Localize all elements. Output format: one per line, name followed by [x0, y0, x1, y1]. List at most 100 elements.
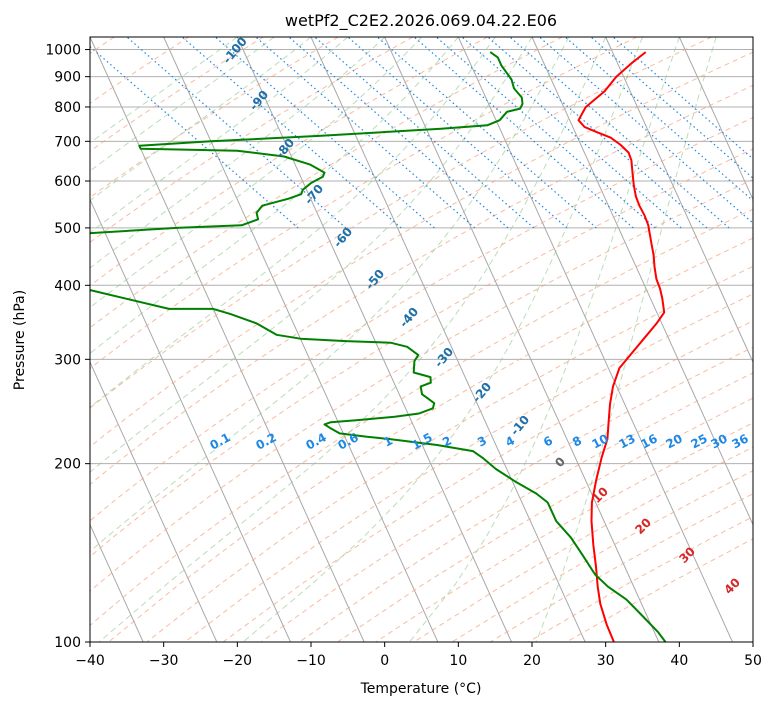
y-tick-label: 100	[54, 635, 81, 651]
dry-adiabat-line	[90, 37, 264, 152]
isotherm-line	[90, 198, 291, 642]
dry-adiabat-label: -10	[508, 413, 533, 439]
y-tick-label: 600	[54, 174, 81, 190]
dry-adiabat-line	[90, 37, 488, 287]
dry-adiabat-line	[337, 397, 753, 642]
dry-adiabat-line	[90, 208, 753, 627]
moisture-label: 1.5	[409, 430, 434, 452]
moisture-label: 6	[541, 433, 555, 449]
moist-adiabat-line	[90, 37, 459, 355]
x-tick-label: 10	[449, 653, 467, 669]
dry-adiabat-line	[489, 493, 753, 642]
dry-adiabat-line	[451, 470, 753, 642]
moist-adiabat-label: 20	[632, 515, 654, 537]
dry-adiabat-label: -80	[273, 136, 298, 162]
dry-adiabat-line	[146, 265, 753, 642]
dry-adiabat-line	[90, 37, 712, 409]
isotherm-line	[384, 37, 660, 642]
dry-adiabat-line	[90, 37, 190, 104]
moisture-label: 8	[570, 433, 584, 449]
moisture-label: 30	[708, 431, 729, 451]
moist-adiabat-line	[90, 37, 238, 144]
dry-adiabat-line	[222, 320, 753, 642]
x-axis-label: Temperature (°C)	[360, 681, 482, 697]
dry-adiabat-label: -90	[247, 88, 272, 114]
x-tick-label: −20	[223, 653, 253, 669]
plot-frame	[89, 36, 754, 643]
x-tick-label: 20	[523, 653, 541, 669]
temperature-profile	[577, 51, 666, 642]
moist-adiabat-line	[90, 37, 422, 309]
moist-adiabat-line	[98, 37, 607, 642]
dry-adiabat-line	[90, 37, 638, 370]
isotherm-line	[605, 37, 753, 364]
y-tick-label: 800	[54, 100, 81, 116]
moist-adiabat-line	[90, 37, 533, 473]
moist-adiabat-line	[90, 37, 349, 234]
x-tick-label: 0	[380, 653, 389, 669]
mixing-ratio-line	[214, 37, 435, 229]
dry-adiabat-line	[90, 116, 753, 522]
isotherm-line	[457, 37, 733, 642]
mixing-ratio-line	[181, 37, 402, 229]
y-axis-label: Pressure (hPa)	[12, 290, 28, 390]
mixing-ratio-line	[435, 37, 656, 229]
dry-adiabat-label: -70	[302, 182, 327, 208]
y-tick-label: 700	[54, 134, 81, 150]
moisture-label: 10	[589, 431, 610, 451]
y-tick-label: 200	[54, 457, 81, 473]
isotherm-line	[678, 37, 753, 201]
dry-adiabat-line	[90, 37, 563, 329]
y-tick-label: 400	[54, 278, 81, 294]
moist-adiabat-line	[409, 37, 680, 642]
mixing-ratio-line	[590, 37, 753, 179]
dry-adiabat-line	[90, 148, 753, 558]
y-tick-label: 500	[54, 221, 81, 237]
dry-adiabat-label: -60	[331, 225, 356, 251]
dry-adiabat-line	[90, 37, 414, 243]
dry-adiabat-line	[90, 84, 753, 485]
x-tick-label: 30	[597, 653, 615, 669]
y-tick-label: 300	[54, 352, 81, 368]
y-tick-label: 1000	[45, 43, 81, 59]
mixing-ratio-line	[314, 37, 535, 229]
moisture-label: 1	[381, 433, 395, 449]
moist-adiabat-line	[90, 37, 496, 408]
mixing-ratio-line	[538, 37, 753, 224]
chart-title: wetPf2_C2E2.2026.069.04.22.E06	[285, 11, 557, 31]
mixing-ratio-line	[612, 37, 753, 160]
isotherm-line	[90, 523, 144, 642]
moist-adiabat-line	[90, 37, 275, 172]
moisture-label: 20	[663, 431, 684, 451]
dry-adiabat-label: -100	[220, 34, 250, 66]
moisture-label: 16	[638, 431, 659, 451]
dry-adiabat-line	[90, 37, 339, 199]
mixing-ratio-line	[376, 37, 597, 229]
mixing-ratio-line	[347, 37, 568, 229]
moisture-label: 25	[688, 431, 709, 451]
x-tick-label: −30	[149, 653, 179, 669]
x-tick-label: −10	[296, 653, 326, 669]
x-tick-label: 40	[670, 653, 688, 669]
moisture-label: 13	[616, 431, 637, 451]
dry-adiabat-label: -20	[470, 380, 495, 406]
mixing-ratio-line	[509, 37, 730, 229]
mixing-ratio-line	[126, 37, 347, 229]
isotherm-line	[90, 360, 218, 642]
mixing-ratio-line	[288, 37, 509, 229]
mixing-ratio-line	[413, 37, 634, 229]
moist-adiabat-line	[90, 37, 312, 202]
dry-adiabat-line	[566, 538, 753, 642]
moist-adiabat-label: 30	[676, 544, 698, 566]
mixing-ratio-line	[461, 37, 682, 229]
moist-adiabat-line	[535, 37, 717, 642]
moist-adiabat-label: 40	[721, 575, 743, 597]
moist-adiabat-label: 0	[552, 454, 568, 470]
mixing-ratio-line	[90, 45, 299, 229]
moisture-label: 36	[729, 431, 750, 451]
moist-adiabat-line	[242, 37, 643, 642]
moist-adiabat-line	[90, 37, 570, 553]
dry-adiabat-line	[299, 372, 753, 642]
moisture-label: 0.4	[303, 430, 328, 452]
